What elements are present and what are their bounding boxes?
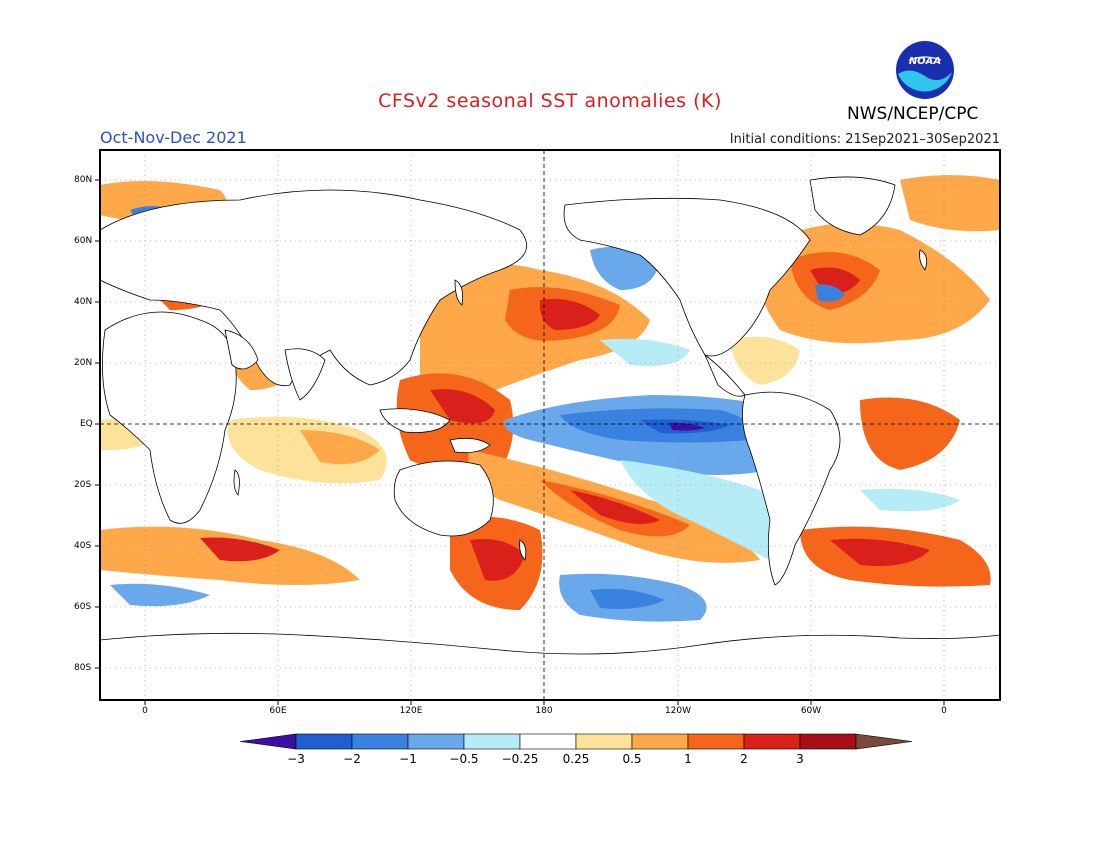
southern-indian-hot-core xyxy=(200,537,280,562)
colorbar-swatch xyxy=(463,733,521,750)
south-pacific-hot-core xyxy=(570,490,660,524)
arctic-east-warm-region xyxy=(900,175,1000,232)
lon-label: 60E xyxy=(269,706,287,716)
lat-label: 20S xyxy=(74,480,92,490)
southern-indian-cool-region xyxy=(110,583,210,607)
season-label: Oct-Nov-Dec 2021 xyxy=(100,128,247,147)
colorbar-tick-label: −0.5 xyxy=(449,752,479,766)
colorbar-swatch xyxy=(575,733,633,750)
colorbar-swatch xyxy=(631,733,689,750)
caribbean-warm-region xyxy=(730,336,800,385)
island-greenland xyxy=(809,176,896,236)
arabian-peninsula xyxy=(224,329,259,370)
axis-ticks xyxy=(95,179,945,705)
lon-label: 0 xyxy=(142,706,148,716)
north-pacific-cool-band xyxy=(600,338,690,366)
colorbar-arrow-low xyxy=(239,733,297,750)
continent-australia xyxy=(393,460,494,537)
lat-label: 60S xyxy=(74,602,92,612)
colorbar-tick-label: 0.5 xyxy=(622,752,642,766)
noaa-logo-text: NOAA xyxy=(908,56,942,67)
lat-label: 40N xyxy=(74,297,93,307)
south-atlantic-hot-core xyxy=(830,538,930,566)
colorbar xyxy=(239,733,913,750)
colorbar-tick-label: −0.25 xyxy=(501,752,539,766)
gridlines xyxy=(100,150,1000,700)
continent-north-america xyxy=(563,197,811,357)
indian-ocean-warm-core xyxy=(300,430,380,465)
warm-anomalies xyxy=(100,175,1000,610)
lon-label: 0 xyxy=(941,706,947,716)
colorbar-swatch xyxy=(743,733,801,750)
north-atlantic-cool-spot xyxy=(815,284,845,302)
south-atlantic-cool-band xyxy=(860,488,960,512)
continents xyxy=(100,176,1000,700)
lon-label: 120E xyxy=(399,706,423,716)
equatorial-pacific-coldest-core xyxy=(670,422,705,431)
lat-label: EQ xyxy=(80,419,93,429)
colorbar-tick-label: −3 xyxy=(287,752,305,766)
colorbar-swatch xyxy=(295,733,353,750)
colorbar-swatch xyxy=(351,733,409,750)
colorbar-tick-label: −2 xyxy=(343,752,361,766)
lon-label: 120W xyxy=(664,706,692,716)
islands-maritime-continent xyxy=(379,408,451,433)
colorbar-tick-label: 1 xyxy=(684,752,692,766)
continent-eurasia xyxy=(100,189,528,387)
noaa-logo-icon xyxy=(896,41,954,99)
colorbar-swatch xyxy=(519,733,577,750)
island-new-guinea xyxy=(449,437,491,454)
island-britain xyxy=(919,249,928,271)
lat-label: 80S xyxy=(74,663,92,673)
lat-label: 20N xyxy=(74,358,93,368)
continent-south-america xyxy=(742,391,841,586)
southern-ocean-cool-core xyxy=(590,588,665,609)
continent-antarctica xyxy=(100,632,1000,700)
lon-label: 180 xyxy=(535,706,553,716)
southeast-pacific-cool-region xyxy=(620,460,778,560)
lat-label: 60N xyxy=(74,236,93,246)
west-pacific-hot-core xyxy=(430,389,495,424)
colorbar-tick-label: 2 xyxy=(740,752,748,766)
colorbar-tick-label: 0.25 xyxy=(562,752,590,766)
subcontinent-india xyxy=(284,348,326,401)
colorbar-swatch xyxy=(799,733,857,750)
cool-anomalies xyxy=(110,206,960,622)
colorbar-tick-label: 3 xyxy=(796,752,804,766)
island-madagascar xyxy=(233,469,240,496)
north-pacific-hot-core xyxy=(539,299,600,330)
lat-label: 40S xyxy=(74,541,92,551)
map-frame xyxy=(99,149,1001,701)
lat-label: 80N xyxy=(74,175,93,185)
agency-label: NWS/NCEP/CPC xyxy=(847,104,979,124)
tropical-atlantic-warm-region xyxy=(860,397,960,470)
island-japan xyxy=(454,279,464,306)
indian-ocean-warm-region xyxy=(228,416,387,484)
southwest-pacific-hot-core xyxy=(470,539,525,581)
continent-africa xyxy=(102,311,237,524)
colorbar-arrow-high xyxy=(855,733,913,750)
initial-conditions-label: Initial conditions: 21Sep2021–30Sep2021 xyxy=(729,132,1000,147)
map-title: CFSv2 seasonal SST anomalies (K) xyxy=(378,90,722,112)
colorbar-swatch xyxy=(687,733,745,750)
northeast-pacific-cool-region xyxy=(590,246,660,290)
colorbar-swatch xyxy=(407,733,465,750)
lon-label: 60W xyxy=(800,706,822,716)
island-new-zealand xyxy=(519,539,527,561)
colorbar-tick-label: −1 xyxy=(399,752,417,766)
